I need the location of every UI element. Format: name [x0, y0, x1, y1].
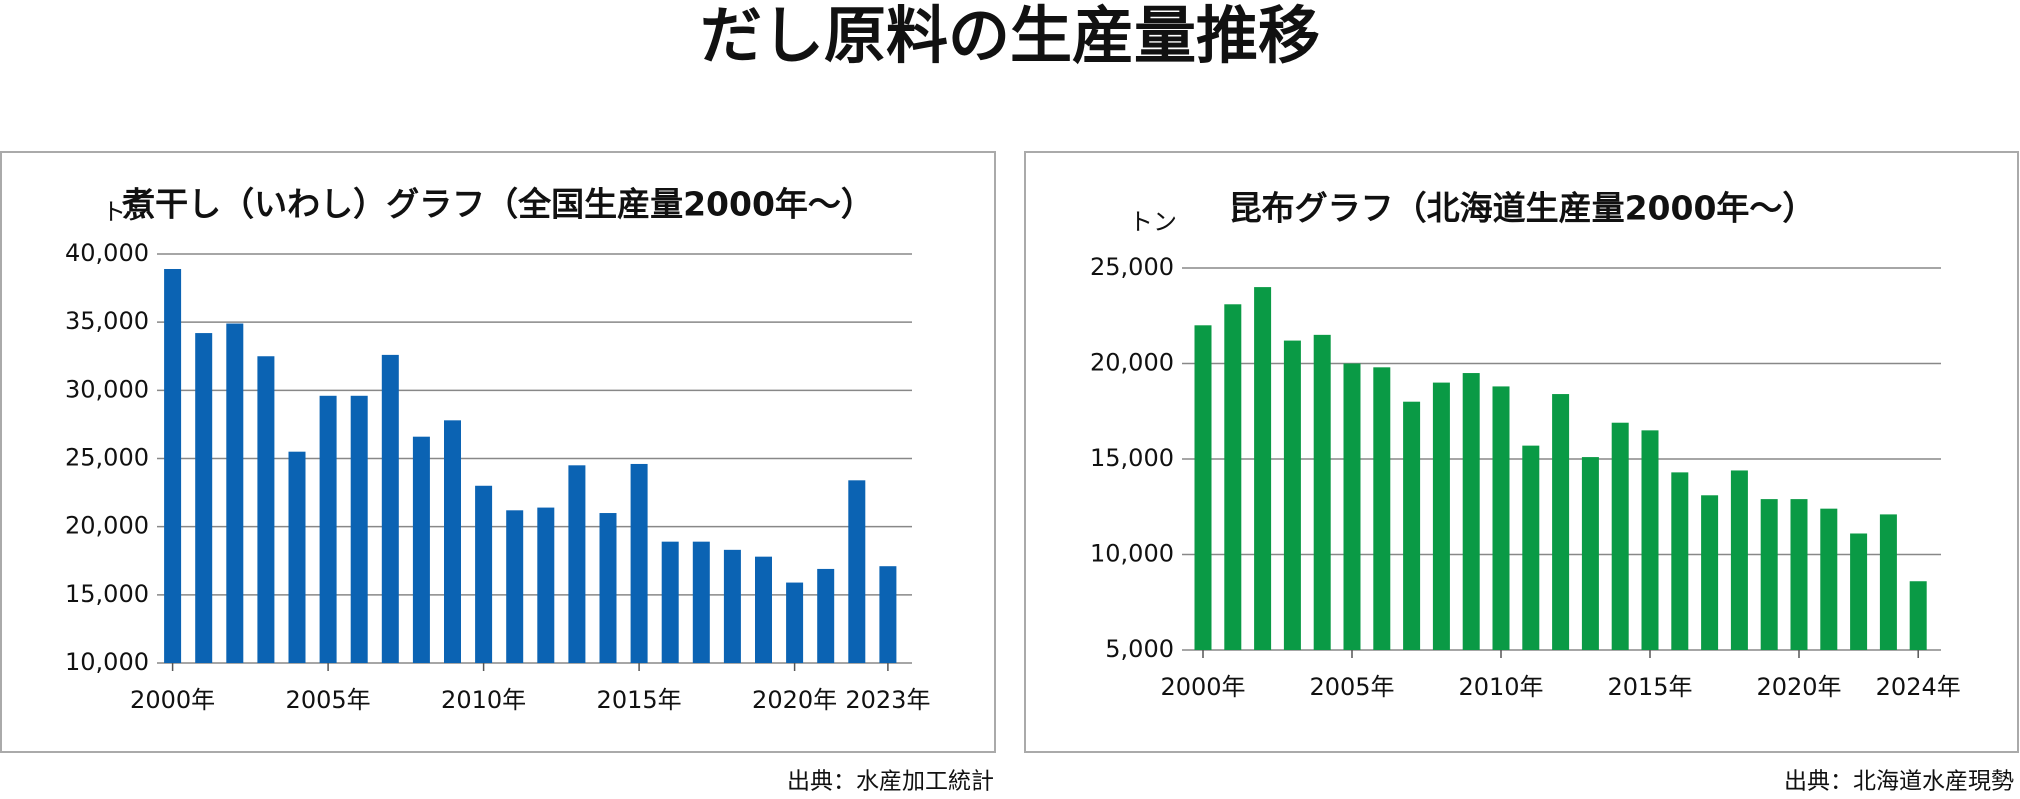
y-tick-label: 25,000 [1090, 253, 1174, 281]
x-tick-label: 2010年 [1458, 673, 1543, 701]
bar [195, 333, 213, 663]
bar [381, 354, 399, 663]
bar [879, 566, 897, 663]
y-tick-label: 10,000 [1090, 540, 1174, 568]
source: 出典：北海道水産現勢 [1784, 769, 2014, 795]
bar [817, 568, 835, 663]
bar [599, 513, 617, 663]
bar [1432, 382, 1450, 650]
bar [568, 465, 586, 663]
x-tick-label: 2000年 [1160, 673, 1245, 701]
x-tick-label: 2010年 [441, 686, 526, 714]
bar [350, 395, 368, 663]
y-tick-label: 15,000 [1090, 444, 1174, 472]
y-tick-label: 40,000 [65, 239, 149, 267]
bar [630, 463, 648, 663]
bar [1313, 334, 1331, 650]
bar [1611, 422, 1629, 650]
y-tick-label: 20,000 [65, 512, 149, 540]
y-tick-label: 30,000 [65, 375, 149, 403]
x-tick-label: 2023年 [845, 686, 930, 714]
bar [537, 507, 555, 663]
bar [1820, 508, 1838, 650]
bar [1254, 287, 1272, 650]
bar [1581, 457, 1599, 650]
x-tick-label: 2020年 [1756, 673, 1841, 701]
x-tick-label: 2005年 [286, 686, 371, 714]
bar [1373, 367, 1391, 650]
bar [1403, 401, 1421, 650]
bar [1283, 340, 1301, 650]
bar [723, 549, 741, 663]
bar [1194, 325, 1212, 650]
source: 出典：水産加工統計 [787, 769, 994, 795]
panel [0, 151, 996, 753]
panel [1024, 151, 2019, 753]
y-tick-label: 10,000 [65, 648, 149, 676]
bar [1462, 373, 1480, 650]
bar [848, 480, 866, 663]
bar [319, 395, 337, 663]
bar [1850, 533, 1868, 650]
bar [755, 556, 772, 663]
bar [1671, 472, 1689, 650]
x-tick-label: 2000年 [130, 686, 215, 714]
chart-title: 煮干し（いわし）グラフ（全国生産量2000年〜） [121, 185, 874, 224]
bar [1909, 581, 1927, 650]
bar [1224, 304, 1242, 650]
bar [444, 420, 461, 663]
bar [786, 582, 804, 663]
chart-title: 昆布グラフ（北海道生産量2000年〜） [1229, 189, 1816, 228]
bar [1492, 386, 1510, 650]
bar [506, 510, 524, 663]
bar [226, 323, 244, 663]
y-tick-label: 5,000 [1105, 635, 1174, 663]
y-tick-label: 25,000 [65, 444, 149, 472]
bar [692, 541, 710, 663]
bar [164, 268, 182, 663]
bar [1343, 363, 1361, 650]
bar [661, 541, 679, 663]
bar [412, 436, 430, 663]
y-tick-label: 15,000 [65, 580, 149, 608]
bar [288, 451, 306, 663]
bar [1879, 514, 1897, 650]
bar [1790, 499, 1808, 650]
bar [1641, 430, 1659, 650]
y-tick-label: 35,000 [65, 307, 149, 335]
x-tick-label: 2024年 [1876, 673, 1961, 701]
y-tick-label: 20,000 [1090, 349, 1174, 377]
bar [1760, 499, 1778, 650]
bar [1552, 394, 1570, 650]
bar [1522, 445, 1540, 650]
x-tick-label: 2015年 [1607, 673, 1692, 701]
bar [1730, 470, 1748, 650]
x-tick-label: 2005年 [1309, 673, 1394, 701]
x-tick-label: 2015年 [597, 686, 682, 714]
bar [475, 485, 493, 663]
bar [1701, 495, 1719, 650]
page-title: だし原料の生産量推移 [700, 0, 1320, 72]
bar [257, 356, 275, 663]
x-tick-label: 2020年 [752, 686, 837, 714]
y-unit: トン [102, 198, 150, 226]
y-unit: トン [1129, 208, 1177, 236]
